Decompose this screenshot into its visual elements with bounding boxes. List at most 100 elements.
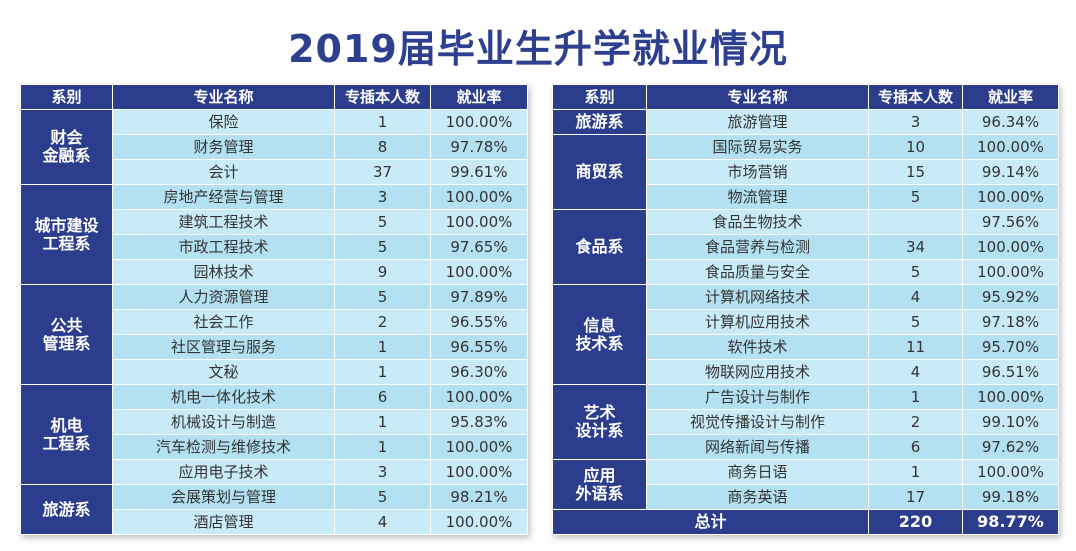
major-cell: 文秘 — [112, 359, 335, 385]
count-cell: 8 — [334, 134, 431, 160]
table-row: 机电 工程系 机电一体化技术 6 100.00% — [20, 384, 528, 485]
rate-cell: 100.00% — [430, 434, 528, 460]
rate-cell: 100.00% — [430, 459, 528, 485]
column-header-count: 专插本人数 — [868, 84, 963, 110]
dept-cell: 城市建设 工程系 — [20, 184, 113, 285]
major-cell: 会计 — [112, 159, 335, 185]
table-row: 商贸系 国际贸易实务 10 100.00% — [552, 134, 1059, 210]
count-cell: 34 — [868, 234, 963, 260]
major-cell: 软件技术 — [646, 334, 869, 360]
column-header-rate: 就业率 — [962, 84, 1059, 110]
table-row: 社区管理与服务 1 96.55% — [21, 334, 528, 360]
major-cell: 建筑工程技术 — [112, 209, 335, 235]
column-header-count: 专插本人数 — [334, 84, 431, 110]
major-cell: 保险 — [112, 109, 335, 135]
table-row: 园林技术 9 100.00% — [21, 259, 528, 285]
count-cell: 3 — [868, 109, 963, 135]
dept-cell: 应用 外语系 — [552, 459, 647, 510]
rate-cell: 100.00% — [430, 209, 528, 235]
table-row: 艺术 设计系 广告设计与制作 1 100.00% — [552, 384, 1059, 460]
count-cell: 1 — [868, 384, 963, 410]
dept-cell: 艺术 设计系 — [552, 384, 647, 460]
total-rate: 98.77% — [962, 509, 1059, 535]
major-cell: 视觉传播设计与制作 — [646, 409, 869, 435]
major-cell: 市场营销 — [646, 159, 869, 185]
major-cell: 物联网应用技术 — [646, 359, 869, 385]
major-cell: 物流管理 — [646, 184, 869, 210]
count-cell: 1 — [334, 334, 431, 360]
table-row: 旅游系 会展策划与管理 5 98.21% — [20, 484, 528, 535]
rate-cell: 98.21% — [430, 484, 528, 510]
table-row: 公共 管理系 人力资源管理 5 97.89% — [20, 284, 528, 385]
table-row: 应用电子技术 3 100.00% — [21, 459, 528, 485]
major-cell: 人力资源管理 — [112, 284, 335, 310]
page-title: 2019届毕业生升学就业情况 — [288, 27, 788, 71]
rate-cell: 100.00% — [962, 134, 1059, 160]
count-cell: 6 — [868, 434, 963, 460]
table-row: 物流管理 5 100.00% — [553, 184, 1059, 210]
table-row: 食品营养与检测 34 100.00% — [553, 234, 1059, 260]
count-cell: 1 — [334, 409, 431, 435]
table-row: 计算机应用技术 5 97.18% — [553, 309, 1059, 335]
major-cell: 食品生物技术 — [646, 209, 869, 235]
count-cell: 9 — [334, 259, 431, 285]
dept-cell: 旅游系 — [20, 484, 113, 535]
table-row: 财会 金融系 保险 1 100.00% — [20, 109, 528, 185]
rate-cell: 100.00% — [430, 109, 528, 135]
major-cell: 财务管理 — [112, 134, 335, 160]
table-row: 财务管理 8 97.78% — [21, 134, 528, 160]
major-cell: 网络新闻与传播 — [646, 434, 869, 460]
count-cell: 10 — [868, 134, 963, 160]
total-label: 总计 — [552, 509, 869, 535]
rate-cell: 100.00% — [430, 509, 528, 535]
rate-cell: 99.18% — [962, 484, 1059, 510]
column-header-dept: 系别 — [20, 84, 113, 110]
count-cell: 5 — [334, 234, 431, 260]
count-cell: 5 — [334, 209, 431, 235]
table-row: 市政工程技术 5 97.65% — [21, 234, 528, 260]
rate-cell: 95.92% — [962, 284, 1059, 310]
table-row: 酒店管理 4 100.00% — [21, 509, 528, 535]
count-cell: 3 — [334, 184, 431, 210]
dept-cell: 信息 技术系 — [552, 284, 647, 385]
rate-cell: 96.55% — [430, 309, 528, 335]
count-cell: 5 — [868, 184, 963, 210]
count-cell: 5 — [334, 484, 431, 510]
rate-cell: 97.62% — [962, 434, 1059, 460]
major-cell: 社区管理与服务 — [112, 334, 335, 360]
major-cell: 旅游管理 — [646, 109, 869, 135]
major-cell: 园林技术 — [112, 259, 335, 285]
rate-cell: 99.14% — [962, 159, 1059, 185]
count-cell: 15 — [868, 159, 963, 185]
column-header-dept: 系别 — [552, 84, 647, 110]
major-cell: 计算机应用技术 — [646, 309, 869, 335]
table-row: 会计 37 99.61% — [21, 159, 528, 185]
count-cell: 1 — [334, 109, 431, 135]
table-row: 旅游系 旅游管理 3 96.34% — [552, 109, 1059, 135]
rate-cell: 96.55% — [430, 334, 528, 360]
count-cell: 6 — [334, 384, 431, 410]
major-cell: 商务日语 — [646, 459, 869, 485]
major-cell: 机电一体化技术 — [112, 384, 335, 410]
count-cell: 5 — [868, 259, 963, 285]
table-row: 视觉传播设计与制作 2 99.10% — [553, 409, 1059, 435]
count-cell — [868, 209, 963, 235]
dept-cell: 财会 金融系 — [20, 109, 113, 185]
major-cell: 社会工作 — [112, 309, 335, 335]
rate-cell: 100.00% — [962, 259, 1059, 285]
column-header-major: 专业名称 — [112, 84, 335, 110]
dept-cell: 食品系 — [552, 209, 647, 285]
major-cell: 汽车检测与维修技术 — [112, 434, 335, 460]
count-cell: 1 — [334, 434, 431, 460]
table-row: 信息 技术系 计算机网络技术 4 95.92% — [552, 284, 1059, 385]
count-cell: 1 — [868, 459, 963, 485]
major-cell: 市政工程技术 — [112, 234, 335, 260]
count-cell: 5 — [868, 309, 963, 335]
rate-cell: 95.83% — [430, 409, 528, 435]
table-row: 建筑工程技术 5 100.00% — [21, 209, 528, 235]
table-row: 文秘 1 96.30% — [21, 359, 528, 385]
rate-cell: 97.18% — [962, 309, 1059, 335]
count-cell: 37 — [334, 159, 431, 185]
table-row: 社会工作 2 96.55% — [21, 309, 528, 335]
major-cell: 商务英语 — [646, 484, 869, 510]
